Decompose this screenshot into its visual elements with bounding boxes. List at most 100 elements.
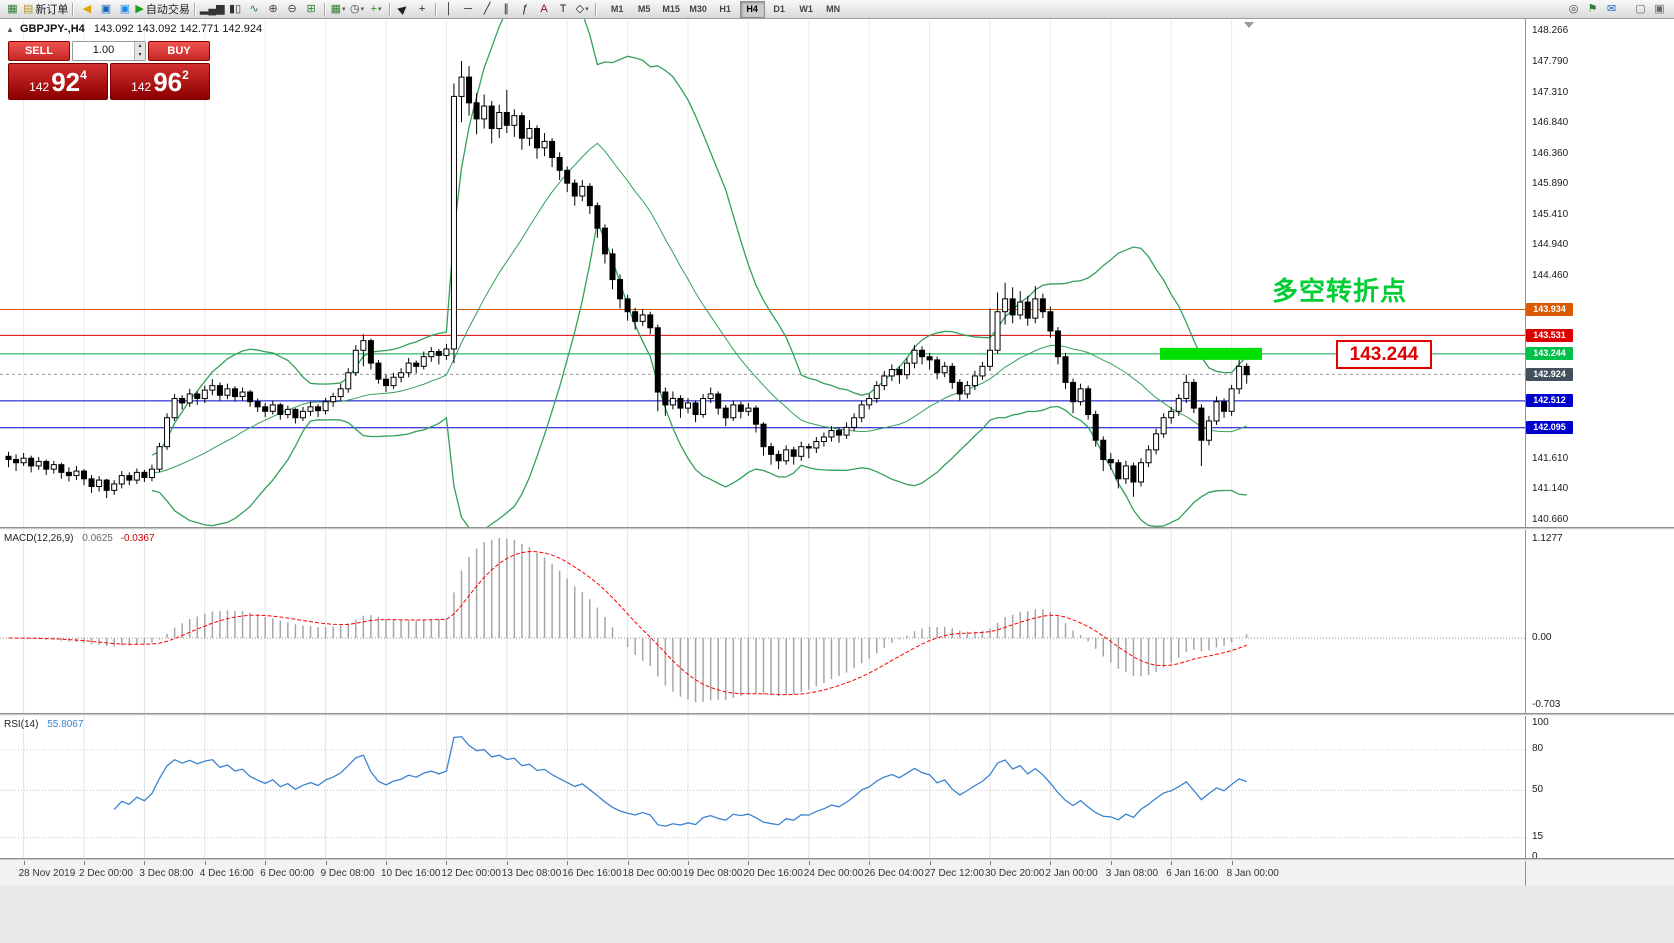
toolbar-separator xyxy=(434,2,437,16)
new-chart-dropdown[interactable]: ▦ xyxy=(329,1,348,17)
bar-chart-icon[interactable]: ▂▄▆ xyxy=(199,1,226,17)
mail-icon-glyph: ✉ xyxy=(1606,3,1617,15)
pane-separator-bottom[interactable] xyxy=(0,858,1674,861)
timeframe-m30[interactable]: M30 xyxy=(689,3,707,14)
timeframe-h4[interactable]: H4 xyxy=(739,0,765,18)
time-axis[interactable]: 28 Nov 2019 2 Dec 00:00 3 Dec 08:00 4 Dec 1… xyxy=(0,861,1674,886)
symbol-period-label: GBPJPY-,H4 xyxy=(19,23,85,35)
terminal-icon-glyph: ▣ xyxy=(100,3,112,15)
vertical-line-icon-glyph: │ xyxy=(445,3,453,15)
layout-icon[interactable]: ▢ xyxy=(1631,1,1650,17)
bar-chart-icon-glyph: ▂▄▆ xyxy=(199,3,225,15)
channel-icon[interactable]: ∥ xyxy=(497,1,516,17)
timeframe-d1[interactable]: D1 xyxy=(773,3,785,14)
volume-input[interactable]: 1.00 xyxy=(92,44,115,56)
crosshair-icon-glyph: + xyxy=(418,3,426,15)
label-icon[interactable]: T xyxy=(554,1,573,17)
price-tag: 143.934 xyxy=(1526,303,1573,317)
buy-button[interactable]: BUY xyxy=(148,41,210,61)
price-tag: 143.531 xyxy=(1526,328,1573,342)
buy-price-prefix: 142 xyxy=(131,80,152,94)
macd-name: MACD(12,26,9) xyxy=(4,533,74,544)
search-icon-glyph: ◎ xyxy=(1568,3,1579,15)
toolbar-corner: ▢ ▣ xyxy=(1631,1,1669,17)
time-axis-label: 24 Dec 00:00 xyxy=(803,868,864,879)
crosshair-icon[interactable]: + xyxy=(413,1,432,17)
rsi-panel[interactable] xyxy=(0,716,1526,858)
time-tick xyxy=(144,861,146,865)
timeframe-w1[interactable]: W1 xyxy=(799,3,813,14)
time-axis-label: 3 Jan 08:00 xyxy=(1105,868,1159,879)
line-chart-icon[interactable]: ∿ xyxy=(245,1,264,17)
options-icon[interactable]: ▣ xyxy=(1650,1,1669,17)
sell-button[interactable]: SELL xyxy=(8,41,70,61)
timeframe-m1[interactable]: M1 xyxy=(610,3,624,14)
trendline-icon-glyph: ╱ xyxy=(483,3,491,15)
vertical-line-icon[interactable]: │ xyxy=(440,1,459,17)
macd-panel[interactable] xyxy=(0,530,1526,713)
sell-price-prefix: 142 xyxy=(29,80,50,94)
price-axis[interactable]: 148.266 147.790 147.310 146.840 146.360 145.8… xyxy=(1526,18,1674,886)
toolbar-right: ◎ ⚑ ✉ xyxy=(1564,1,1621,17)
sell-price-panel[interactable]: 142 92 4 xyxy=(8,63,108,100)
text-icon[interactable]: A xyxy=(535,1,554,17)
price-axis-label: 140.660 xyxy=(1532,513,1569,525)
cursor-icon[interactable]: ▶ xyxy=(394,1,413,17)
timeframe-mn[interactable]: MN xyxy=(826,3,841,14)
time-tick xyxy=(627,861,629,865)
toolbar-group-draw: │ ─ ╱ ∥ ƒ A T ◇ xyxy=(440,1,592,17)
shapes-dropdown[interactable]: ◇ xyxy=(573,1,592,17)
terminal-icon[interactable]: ▣ xyxy=(96,1,115,17)
time-tick xyxy=(204,861,206,865)
horizontal-line-icon[interactable]: ─ xyxy=(459,1,478,17)
pane-separator-macd[interactable] xyxy=(0,527,1674,530)
app-chart-icon[interactable]: ▦ xyxy=(3,1,22,17)
tile-windows-icon[interactable]: ⊞ xyxy=(302,1,321,17)
symbol-arrow-icon: ▲ xyxy=(6,25,14,34)
time-tick xyxy=(1171,861,1173,865)
megaphone-icon[interactable]: ◀ xyxy=(77,1,96,17)
time-tick xyxy=(265,861,267,865)
sell-price-pip: 4 xyxy=(80,68,87,82)
rsi-value: 55.8067 xyxy=(47,719,84,730)
price-axis-label: 144.940 xyxy=(1532,238,1569,250)
time-axis-label: 6 Dec 00:00 xyxy=(260,868,315,879)
timeframe-group: M1 M5 M15 M30 H1 H4 D1 W1 MN xyxy=(604,0,847,18)
price-chart[interactable] xyxy=(0,18,1526,527)
trendline-icon[interactable]: ╱ xyxy=(478,1,497,17)
timeframe-m5[interactable]: M5 xyxy=(637,3,651,14)
new-order-button[interactable]: ▤ 新订单 xyxy=(22,1,69,17)
time-axis-label: 16 Dec 16:00 xyxy=(562,868,622,879)
zoom-out-icon[interactable]: ⊖ xyxy=(283,1,302,17)
monitors-icon[interactable]: ▣ xyxy=(115,1,134,17)
autotrade-button[interactable]: ▶ 自动交易 xyxy=(134,1,190,17)
buy-price-panel[interactable]: 142 96 2 xyxy=(110,63,210,100)
timeframe-h1[interactable]: H1 xyxy=(719,3,731,14)
fibonacci-icon[interactable]: ƒ xyxy=(516,1,535,17)
volume-spinner: ▴ ▾ xyxy=(134,42,145,60)
indicators-dropdown[interactable]: + xyxy=(367,1,386,17)
time-tick xyxy=(1231,861,1233,865)
community-icon[interactable]: ⚑ xyxy=(1583,1,1602,17)
toolbar-separator xyxy=(193,2,196,16)
time-tick xyxy=(84,861,85,865)
toolbar-group-services: ◀ ▣ ▣ ▶ 自动交易 xyxy=(77,1,190,17)
toolbar: ▦▤新订单◀▣▣▶自动交易▂▄▆▮▯∿⊕⊖⊞▦◷+▶+│─╱∥ƒAT◇ M1M5… xyxy=(0,0,1674,19)
search-icon[interactable]: ◎ xyxy=(1564,1,1583,17)
zoom-in-icon[interactable]: ⊕ xyxy=(264,1,283,17)
sell-price-main: 92 xyxy=(51,66,81,97)
candlestick-chart-icon[interactable]: ▮▯ xyxy=(226,1,245,17)
time-axis-label: 13 Dec 08:00 xyxy=(501,868,562,879)
volume-up-button[interactable]: ▴ xyxy=(134,42,145,51)
buy-price-pip: 2 xyxy=(182,68,189,82)
level-callout: 143.244 xyxy=(1336,340,1432,369)
period-clock-dropdown[interactable]: ◷ xyxy=(348,1,367,17)
time-axis-label: 28 Nov 2019 xyxy=(18,868,76,879)
mail-icon[interactable]: ✉ xyxy=(1602,1,1621,17)
price-axis-label: 145.410 xyxy=(1532,208,1569,220)
volume-down-button[interactable]: ▾ xyxy=(134,51,145,60)
pane-separator-rsi[interactable] xyxy=(0,713,1674,716)
time-axis-label: 12 Dec 00:00 xyxy=(441,868,501,879)
timeframe-m15[interactable]: M15 xyxy=(662,3,680,14)
